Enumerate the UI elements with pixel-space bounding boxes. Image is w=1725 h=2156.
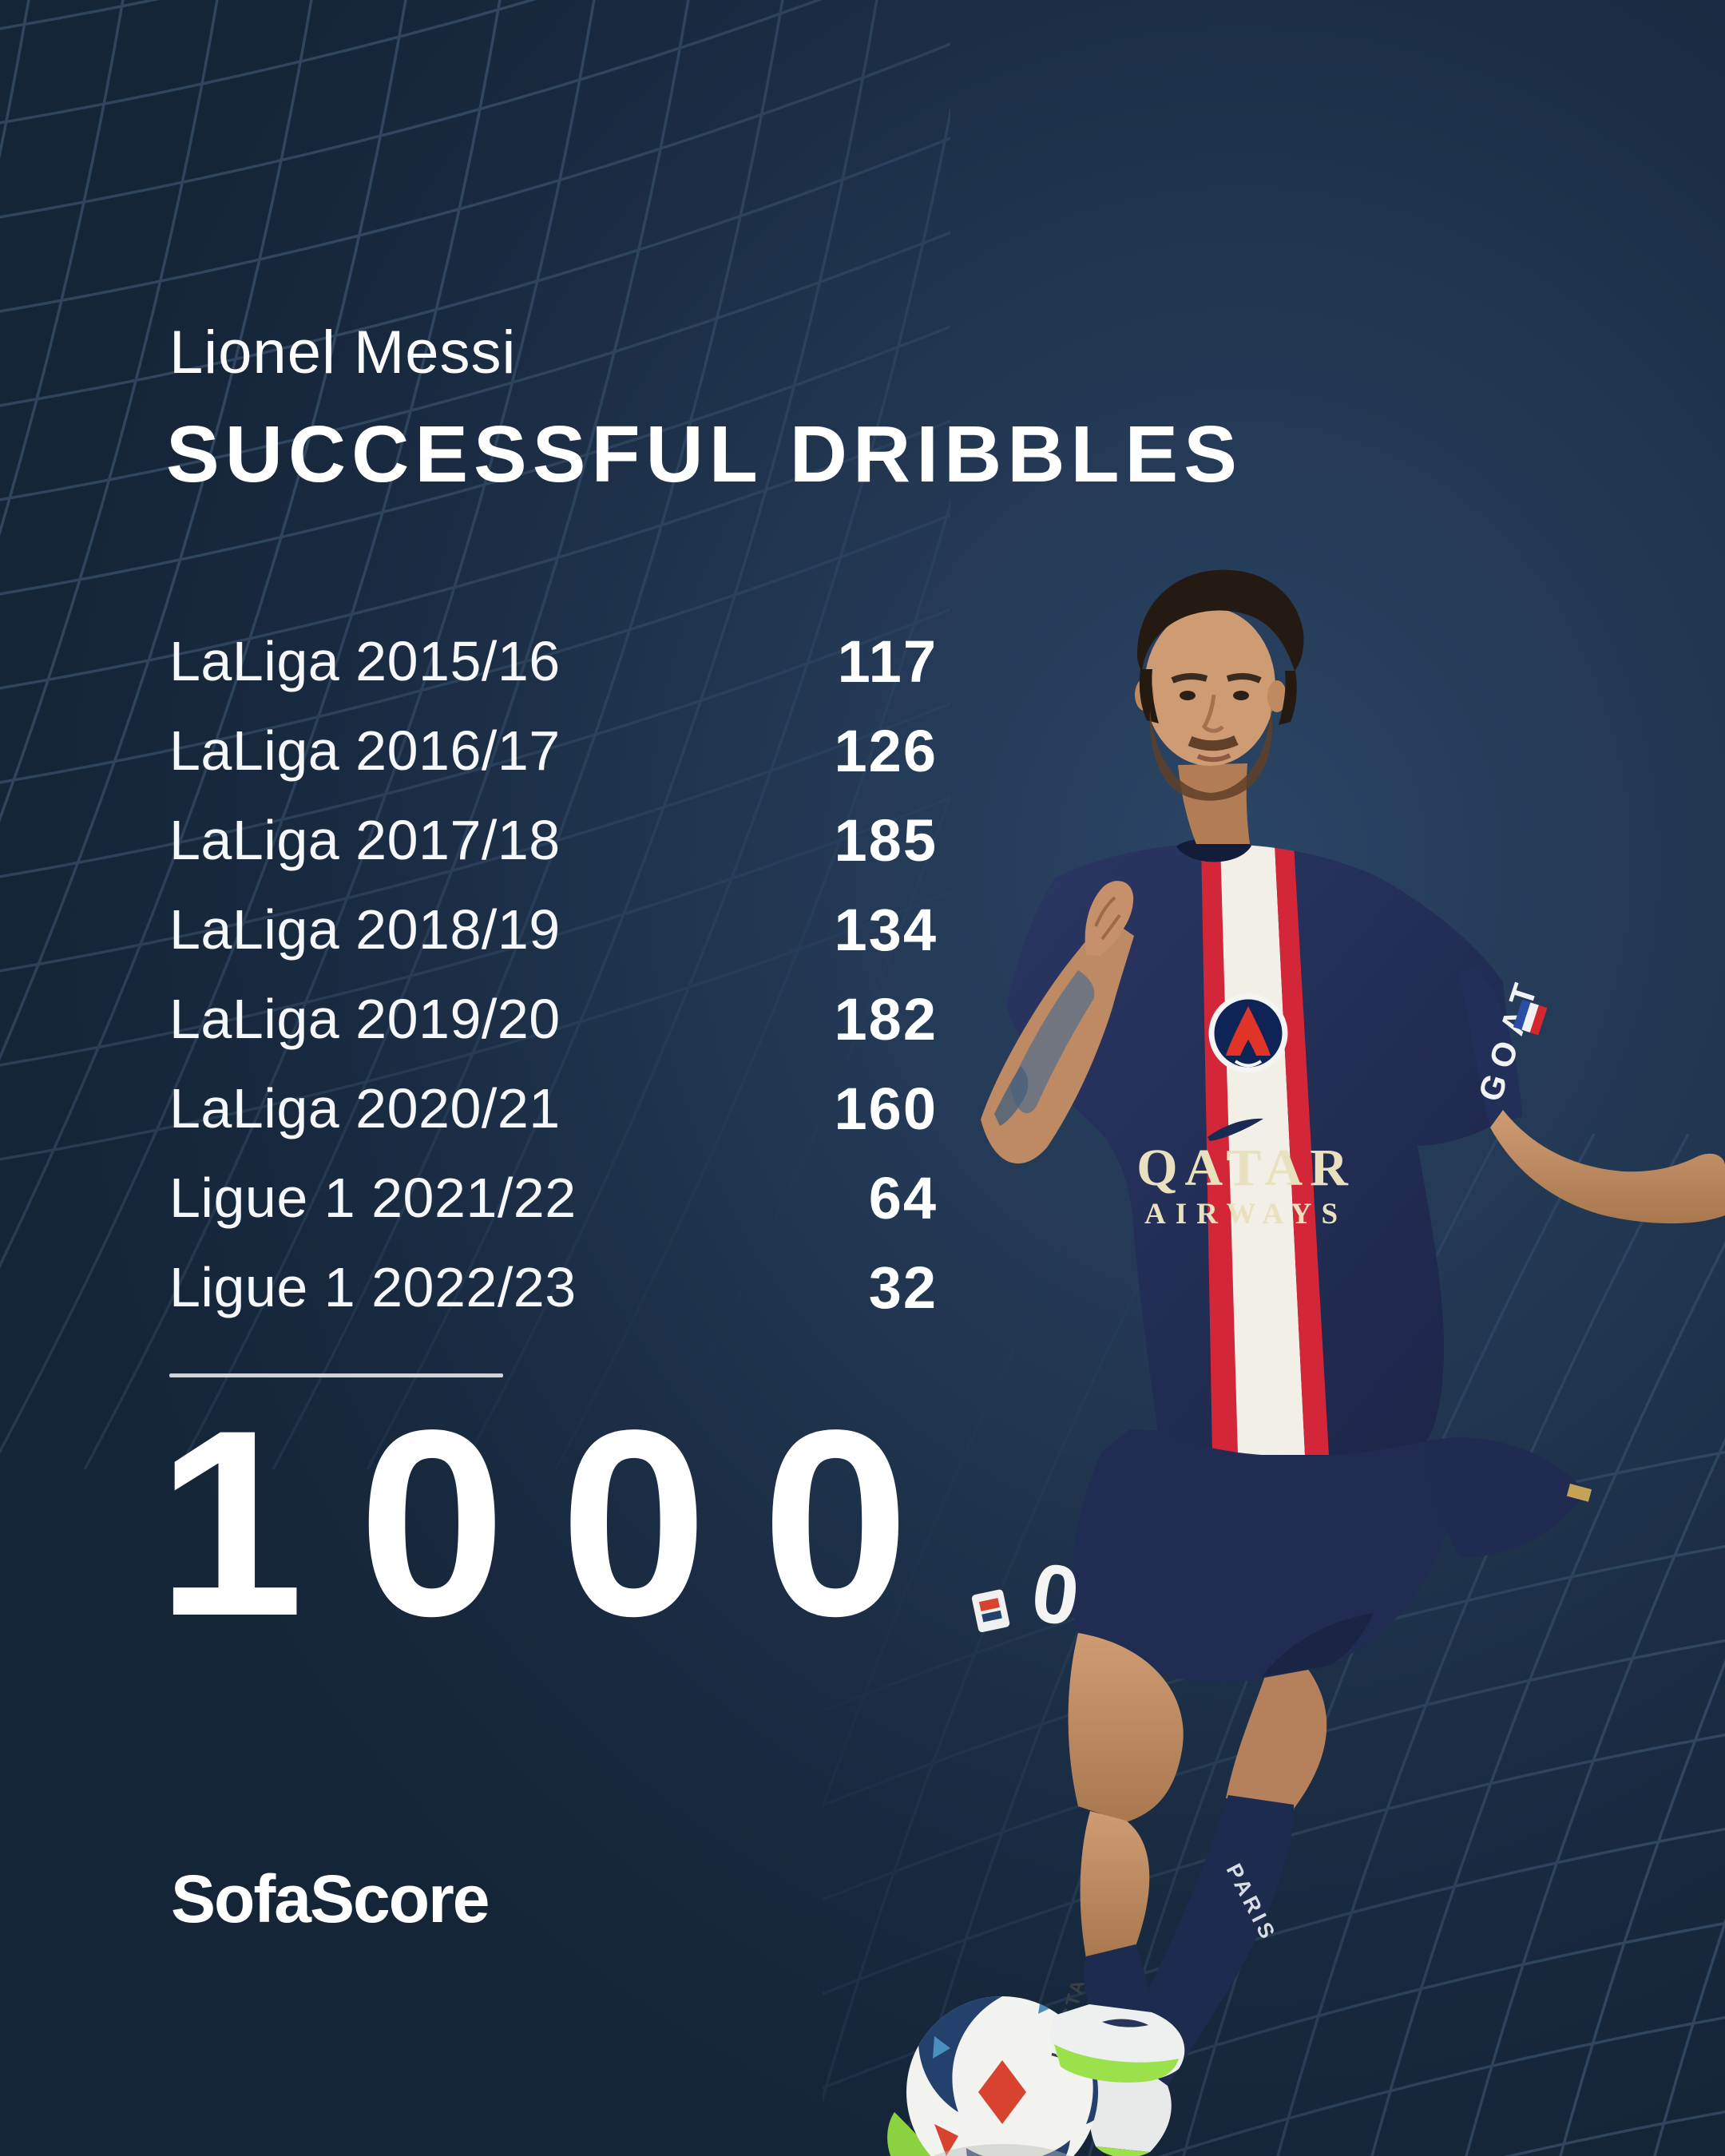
front-sock [1083,1944,1152,2014]
sponsor-line1: QATAR [1136,1139,1355,1197]
hem-flap [1426,1437,1586,1558]
season-label: LaLiga 2015/16 [169,630,561,692]
season-value: 126 [834,717,938,784]
raised-hand [1085,881,1134,956]
rear-sock [1116,1795,1295,2086]
hair [1137,569,1304,672]
french-flag-patch [1513,1000,1548,1036]
tattooed-arm [981,881,1134,1164]
season-label: LaLiga 2018/19 [169,898,561,961]
season-label: LaLiga 2017/18 [169,809,561,871]
sponsor-line2: AIRWAYS [1144,1198,1347,1231]
league-patch [971,1589,1010,1633]
season-value: 134 [834,896,938,963]
player-name: Lionel Messi [169,319,517,386]
shorts: 0 [971,1429,1449,1683]
jersey: QATAR AIRWAYS GOAT [1006,838,1592,1558]
season-value: 64 [868,1164,938,1231]
season-label: LaLiga 2020/21 [169,1077,561,1139]
stat-row: LaLiga 2016/17 126 [169,706,938,795]
total-dribbles: 1000 [157,1375,964,1671]
season-value: 182 [834,985,938,1052]
shorts-number: 0 [1026,1546,1085,1644]
divider-line [169,1373,503,1377]
central-stripe [1201,844,1329,1455]
extended-arm [1490,1110,1725,1224]
hem-tag [1566,1484,1592,1502]
stat-row: LaLiga 2020/21 160 [169,1064,938,1153]
stat-row: Ligue 1 2022/23 32 [169,1242,938,1332]
season-value: 117 [837,628,938,695]
season-label: LaLiga 2019/20 [169,988,561,1050]
nike-swoosh-icon [1208,1118,1263,1141]
season-label: Ligue 1 2021/22 [169,1167,577,1229]
front-leg [1050,1633,1185,2083]
season-stats-list: LaLiga 2015/16 117 LaLiga 2016/17 126 La… [169,616,938,1332]
psg-crest-icon [1208,993,1288,1073]
stat-row: LaLiga 2019/20 182 [169,974,938,1064]
season-value: 32 [868,1254,938,1321]
head [1135,569,1304,844]
page-title: SUCCESSFUL DRIBBLES [166,410,1243,499]
trailing-boot [887,2112,934,2156]
sofascore-logo: SofaScore [171,1861,490,1936]
season-label: Ligue 1 2022/23 [169,1256,577,1318]
season-label: LaLiga 2016/17 [169,719,561,782]
season-value: 160 [834,1075,938,1142]
season-value: 185 [834,807,938,874]
messi-photo: PARIS KIPSTA 0 [887,569,1725,2156]
stat-row: LaLiga 2018/19 134 [169,885,938,974]
stat-row: LaLiga 2017/18 185 [169,795,938,885]
stat-row: LaLiga 2015/16 117 [169,616,938,706]
stat-row: Ligue 1 2021/22 64 [169,1153,938,1242]
